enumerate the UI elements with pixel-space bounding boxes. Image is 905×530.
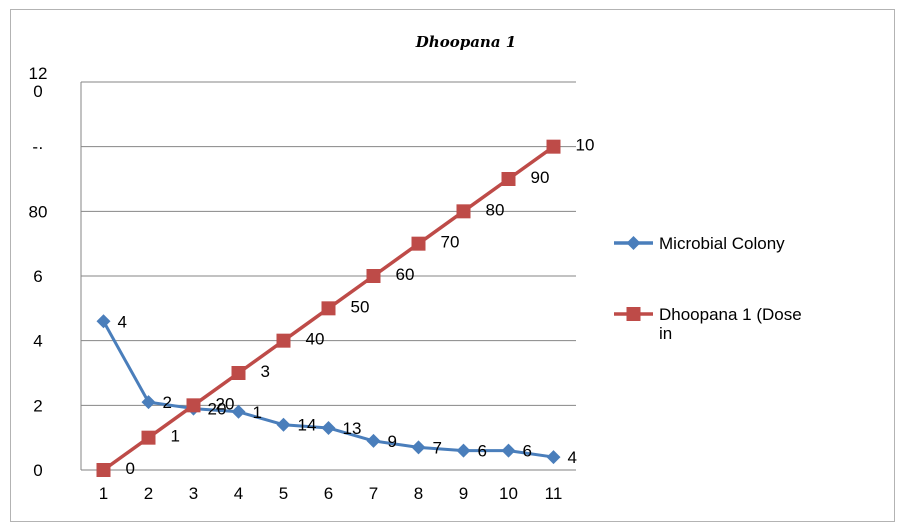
data-label: 1 [253,403,262,422]
x-tick-label: 6 [324,484,333,503]
data-label: 14 [298,416,317,435]
data-point-marker [141,395,156,410]
data-label: 6 [478,442,487,461]
data-point-marker [321,420,336,435]
x-tick-label: 1 [99,484,108,503]
data-point-marker [546,139,561,154]
data-label: 7 [433,438,442,457]
data-point-marker [96,463,111,477]
y-tick-label: 80 [29,202,48,221]
x-tick-label: 4 [234,484,243,503]
data-label: 10 [576,136,595,155]
data-label: 2 [163,393,172,412]
x-tick-label: 2 [144,484,153,503]
x-tick-label: 3 [189,484,198,503]
y-tick-label: 0 [33,461,42,480]
y-tick-label: -· [32,138,43,157]
data-point-marker [231,366,246,380]
legend-label: Microbial Colony [659,234,785,253]
data-point-marker [366,269,381,283]
y-tick-label: 4 [33,332,42,351]
legend-label: Dhoopana 1 (Dose in [659,305,802,343]
plot-area [96,139,561,477]
data-label: 0 [126,459,135,478]
x-tick-label: 10 [499,484,518,503]
data-label: 3 [261,362,270,381]
y-tick-label: 2 [33,396,42,415]
legend-marker [626,236,641,250]
x-tick-label: 9 [459,484,468,503]
data-label: 13 [343,419,362,438]
data-point-marker [366,433,381,448]
y-axis-ticks: 0 2 4 6 80 -· 12 0 [29,64,48,480]
data-point-marker [231,404,246,419]
y-tick-label: 6 [33,267,42,286]
data-label: 50 [351,297,370,316]
data-point-marker [321,301,336,316]
data-label: 60 [396,265,415,284]
data-label: 4 [118,312,127,331]
data-label: 80 [486,200,505,219]
data-point-marker [456,443,471,458]
x-axis-ticks: 1 2 3 4 5 6 7 8 9 10 11 [99,484,563,503]
x-tick-label: 7 [369,484,378,503]
data-label: 20 [208,400,227,419]
data-point-marker [456,204,471,219]
data-label: 6 [523,442,532,461]
data-point-marker [546,450,561,465]
data-label: 4 [568,448,577,467]
x-tick-label: 8 [414,484,423,503]
legend: Microbial Colony Dhoopana 1 (Dose in [614,234,802,343]
data-label: 70 [441,233,460,252]
data-label: 1 [171,427,180,446]
data-label: 40 [306,330,325,349]
data-point-marker [186,398,201,413]
legend-marker [626,307,641,321]
data-point-marker [276,417,291,432]
data-point-marker [411,236,426,251]
data-label: 90 [531,168,550,187]
data-point-marker [501,172,516,186]
gridlines [80,81,576,471]
data-point-marker [96,314,111,329]
data-label: 9 [388,432,397,451]
data-point-marker [276,333,291,348]
x-tick-label: 5 [279,484,288,503]
data-point-marker [141,430,156,445]
data-label: 20 [216,394,235,413]
chart-title: Dhoopana 1 [415,33,516,51]
data-point-marker [411,440,426,455]
x-tick-label: 11 [545,484,563,503]
data-point-marker [501,443,516,458]
y-tick-label: 12 0 [29,64,48,101]
